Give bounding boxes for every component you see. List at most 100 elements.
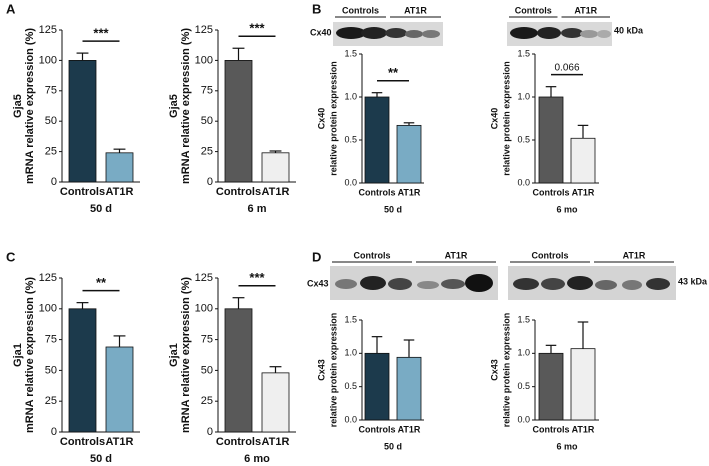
group-label: Controls [342, 5, 379, 15]
x-tick-label: Controls [216, 436, 261, 448]
panel-label: B [312, 1, 321, 16]
y-axis-label: relative protein expression [328, 61, 338, 176]
bar [105, 152, 134, 183]
y-tick-label: 0.5 [344, 381, 357, 391]
y-tick-label: 75 [201, 334, 213, 346]
protein-label: Cx40 [310, 27, 332, 37]
x-tick-label: AT1R [106, 186, 134, 198]
blot-image [330, 266, 676, 300]
x-tick-label: AT1R [398, 424, 421, 434]
x-tick-label: AT1R [398, 187, 421, 197]
size-label: 43 kDa [678, 276, 708, 286]
y-axis-label: Gja5 [168, 94, 180, 118]
y-axis-label: mRNA relative expression (%) [24, 277, 36, 433]
y-tick-label: 125 [195, 24, 213, 36]
y-tick-label: 100 [39, 54, 57, 66]
y-tick-label: 125 [39, 272, 57, 284]
y-tick-label: 0.0 [517, 177, 530, 187]
y-tick-label: 50 [201, 364, 213, 376]
significance-label: *** [249, 270, 265, 285]
panel-label: A [6, 1, 16, 16]
bar [570, 348, 596, 421]
x-tick-label: Controls [359, 187, 396, 197]
y-axis-label: relative protein expression [328, 313, 338, 428]
bar [224, 60, 253, 183]
bar [68, 308, 97, 433]
blot-image [333, 22, 612, 46]
y-tick-label: 1.0 [344, 91, 357, 101]
y-axis-label: Gja1 [12, 343, 24, 367]
y-tick-label: 50 [45, 364, 57, 376]
bar [105, 346, 134, 433]
panel-label: D [312, 249, 321, 264]
group-label: Controls [532, 250, 569, 260]
group-label: AT1R [445, 250, 468, 260]
y-tick-label: 25 [45, 146, 57, 158]
bar [364, 352, 390, 421]
y-tick-label: 1.0 [517, 91, 530, 101]
y-tick-label: 25 [201, 146, 213, 158]
y-tick-label: 1.5 [517, 48, 530, 58]
bar [261, 152, 290, 183]
x-tick-label: AT1R [262, 436, 290, 448]
x-tick-label: Controls [216, 186, 261, 198]
y-tick-label: 0.5 [517, 134, 530, 144]
bar [224, 308, 253, 433]
x-axis-label: 50 d [384, 204, 402, 214]
bar [538, 352, 564, 421]
y-tick-label: 0 [51, 426, 57, 438]
x-tick-label: AT1R [572, 424, 595, 434]
y-axis-label: relative protein expression [501, 61, 511, 176]
significance-label: *** [93, 26, 109, 41]
y-tick-label: 0.5 [517, 381, 530, 391]
x-tick-label: Controls [359, 424, 396, 434]
y-tick-label: 50 [45, 115, 57, 127]
y-tick-label: 125 [195, 272, 213, 284]
x-tick-label: Controls [533, 424, 570, 434]
y-tick-label: 0 [207, 426, 213, 438]
bar [538, 96, 564, 184]
y-axis-label: relative protein expression [501, 313, 511, 428]
group-label: AT1R [574, 5, 597, 15]
y-tick-label: 75 [45, 85, 57, 97]
significance-label: 0.066 [554, 62, 579, 73]
group-label: AT1R [404, 5, 427, 15]
group-label: Controls [515, 5, 552, 15]
y-axis-label: mRNA relative expression (%) [24, 28, 36, 184]
y-axis-label: Cx40 [489, 108, 499, 130]
y-axis-label: Gja5 [12, 94, 24, 118]
y-tick-label: 100 [39, 303, 57, 315]
y-tick-label: 100 [195, 303, 213, 315]
y-tick-label: 1.0 [344, 348, 357, 358]
x-tick-label: AT1R [572, 187, 595, 197]
y-tick-label: 100 [195, 54, 213, 66]
y-tick-label: 75 [201, 85, 213, 97]
bar [396, 356, 422, 421]
y-tick-label: 75 [45, 334, 57, 346]
bar [364, 96, 390, 184]
y-tick-label: 125 [39, 24, 57, 36]
y-tick-label: 0 [207, 176, 213, 188]
group-label: Controls [354, 250, 391, 260]
significance-label: ** [388, 65, 399, 80]
x-axis-label: 6 mo [556, 204, 578, 214]
y-tick-label: 0.0 [344, 414, 357, 424]
y-axis-label: mRNA relative expression (%) [180, 28, 192, 184]
y-axis-label: mRNA relative expression (%) [180, 277, 192, 433]
y-tick-label: 25 [45, 395, 57, 407]
bar [68, 60, 97, 183]
y-tick-label: 0.5 [344, 134, 357, 144]
y-tick-label: 1.5 [344, 48, 357, 58]
group-label: AT1R [623, 250, 646, 260]
bar [396, 124, 422, 184]
x-axis-label: 6 mo [556, 441, 578, 451]
x-tick-label: AT1R [106, 436, 134, 448]
y-axis-label: Cx40 [316, 108, 326, 130]
bar [570, 137, 596, 184]
x-axis-label: 50 d [384, 441, 402, 451]
y-tick-label: 0.0 [517, 414, 530, 424]
significance-label: *** [249, 21, 265, 36]
x-tick-label: Controls [60, 436, 105, 448]
x-axis-label: 6 mo [244, 453, 270, 465]
y-tick-label: 1.0 [517, 348, 530, 358]
